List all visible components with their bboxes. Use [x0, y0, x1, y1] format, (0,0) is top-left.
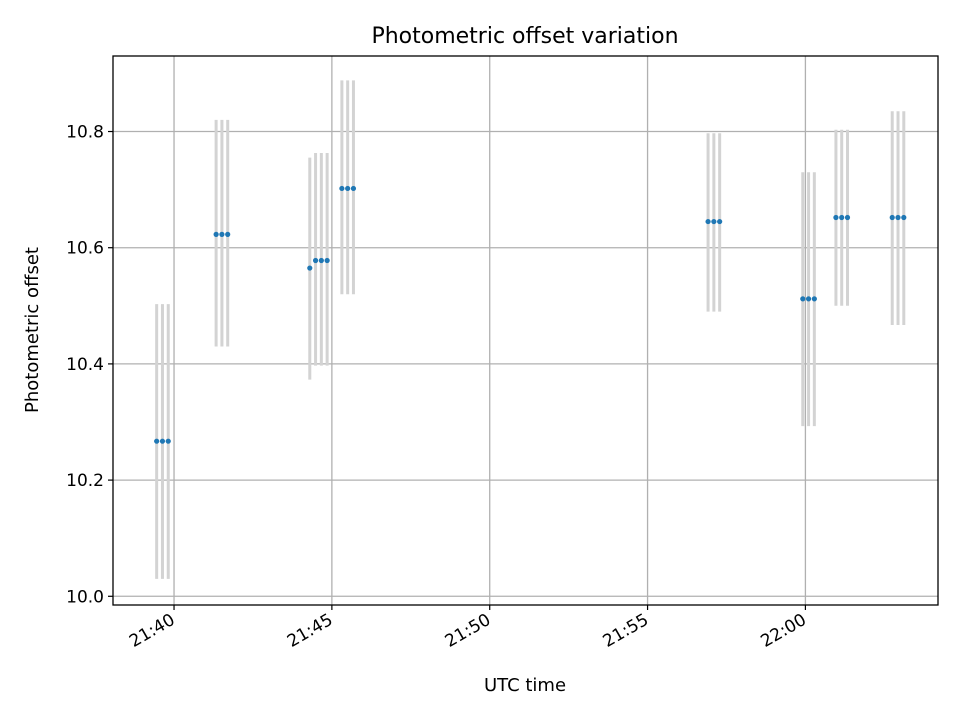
- data-point: [225, 231, 231, 237]
- data-point: [307, 265, 313, 271]
- data-point: [705, 218, 711, 225]
- data-point: [717, 218, 723, 225]
- data-point: [345, 185, 351, 192]
- x-axis-label: UTC time: [484, 675, 566, 696]
- data-point: [324, 257, 330, 264]
- data-point: [165, 438, 171, 444]
- data-points: [154, 185, 907, 444]
- data-point: [350, 185, 357, 192]
- data-point: [219, 231, 225, 237]
- data-point: [895, 214, 901, 221]
- y-axis-ticks: 10.0 10.2 10.4 10.6 10.8: [66, 123, 113, 607]
- y-axis-label: Photometric offset: [22, 247, 43, 413]
- data-point: [833, 214, 839, 221]
- plot-frame: [112, 55, 939, 606]
- data-point: [312, 257, 319, 264]
- y-tick-label: 10.0: [66, 587, 104, 607]
- data-point: [805, 296, 812, 302]
- data-point: [839, 214, 845, 221]
- data-point: [811, 296, 817, 302]
- data-point: [711, 218, 717, 225]
- data-point: [889, 214, 895, 221]
- data-point: [318, 257, 324, 264]
- y-tick-label: 10.8: [66, 123, 104, 143]
- chart-title: Photometric offset variation: [371, 24, 678, 49]
- y-tick-label: 10.6: [66, 239, 104, 259]
- data-point: [159, 438, 166, 444]
- data-point: [154, 438, 160, 444]
- data-point: [844, 214, 851, 221]
- data-point: [339, 185, 345, 192]
- data-point: [800, 296, 806, 302]
- grid: [113, 56, 938, 605]
- y-tick-label: 10.2: [66, 471, 104, 491]
- y-tick-label: 10.4: [66, 355, 104, 375]
- data-point: [901, 214, 907, 221]
- data-point: [213, 231, 219, 237]
